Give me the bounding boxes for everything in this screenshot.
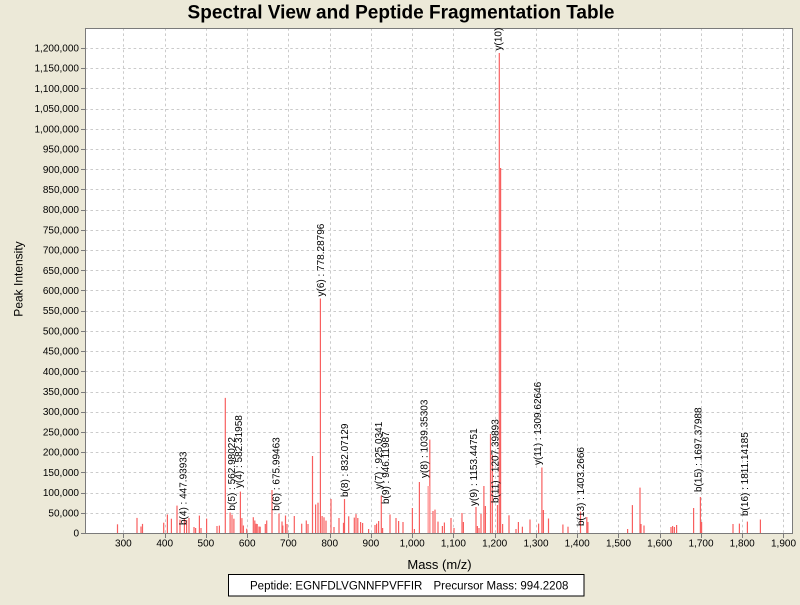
svg-text:450,000: 450,000 xyxy=(43,347,80,358)
svg-text:400,000: 400,000 xyxy=(43,367,80,378)
svg-text:600: 600 xyxy=(239,539,256,550)
svg-text:200,000: 200,000 xyxy=(43,448,80,459)
svg-text:1,300: 1,300 xyxy=(523,539,548,550)
svg-text:Peak Intensity: Peak Intensity xyxy=(12,241,26,316)
svg-text:750,000: 750,000 xyxy=(43,225,80,236)
svg-text:150,000: 150,000 xyxy=(43,468,80,479)
svg-text:1,800: 1,800 xyxy=(730,539,755,550)
svg-text:850,000: 850,000 xyxy=(43,185,80,196)
svg-text:900: 900 xyxy=(363,539,380,550)
svg-text:b(11) : 1207.39893: b(11) : 1207.39893 xyxy=(491,419,502,503)
svg-text:y(6) : 778.28796: y(6) : 778.28796 xyxy=(316,223,327,296)
svg-text:700: 700 xyxy=(280,539,297,550)
svg-text:b(5) : 562.98022: b(5) : 562.98022 xyxy=(227,437,238,511)
svg-text:Mass (m/z): Mass (m/z) xyxy=(407,557,471,572)
svg-text:b(8) : 832.07129: b(8) : 832.07129 xyxy=(340,423,351,497)
svg-text:900,000: 900,000 xyxy=(43,165,80,176)
svg-text:1,200: 1,200 xyxy=(482,539,507,550)
svg-text:800: 800 xyxy=(321,539,338,550)
svg-text:1,000,000: 1,000,000 xyxy=(35,124,80,135)
svg-text:y(7) : 925.0341: y(7) : 925.0341 xyxy=(374,421,385,489)
svg-text:1,050,000: 1,050,000 xyxy=(35,104,80,115)
svg-text:Spectral View and Peptide Frag: Spectral View and Peptide Fragmentation … xyxy=(188,3,615,24)
svg-text:y(4) : 582.31958: y(4) : 582.31958 xyxy=(234,415,245,488)
svg-text:1,200,000: 1,200,000 xyxy=(35,44,80,55)
svg-text:Peptide: EGNFDLVGNNFPVFFIR: Peptide: EGNFDLVGNNFPVFFIR xyxy=(250,580,422,592)
svg-text:300,000: 300,000 xyxy=(43,407,80,418)
svg-text:250,000: 250,000 xyxy=(43,428,80,439)
svg-text:1,000: 1,000 xyxy=(400,539,425,550)
svg-text:y(10): y(10) xyxy=(494,28,505,51)
svg-text:950,000: 950,000 xyxy=(43,145,80,156)
svg-text:b(6) : 675.99463: b(6) : 675.99463 xyxy=(272,437,283,511)
svg-text:500,000: 500,000 xyxy=(43,326,80,337)
svg-text:1,150,000: 1,150,000 xyxy=(35,64,80,75)
svg-text:350,000: 350,000 xyxy=(43,387,80,398)
svg-text:700,000: 700,000 xyxy=(43,246,80,257)
svg-text:b(4) : 447.93933: b(4) : 447.93933 xyxy=(179,451,190,525)
svg-text:b(13) : 1403.2666: b(13) : 1403.2666 xyxy=(576,447,587,526)
svg-text:50,000: 50,000 xyxy=(48,508,79,519)
svg-text:650,000: 650,000 xyxy=(43,266,80,277)
svg-text:1,100,000: 1,100,000 xyxy=(35,84,80,95)
svg-text:y(11) : 1309.62646: y(11) : 1309.62646 xyxy=(533,381,544,465)
svg-text:400: 400 xyxy=(156,539,173,550)
svg-text:300: 300 xyxy=(115,539,132,550)
svg-text:b(9) : 946.11987: b(9) : 946.11987 xyxy=(381,431,392,504)
svg-text:1,900: 1,900 xyxy=(771,539,796,550)
svg-text:550,000: 550,000 xyxy=(43,306,80,317)
svg-text:b(15) : 1697.37988: b(15) : 1697.37988 xyxy=(693,407,704,492)
svg-text:b(16) : 1811.14185: b(16) : 1811.14185 xyxy=(740,432,751,516)
svg-text:1,600: 1,600 xyxy=(647,539,672,550)
svg-text:1,100: 1,100 xyxy=(441,539,466,550)
svg-text:500: 500 xyxy=(198,539,215,550)
svg-text:0: 0 xyxy=(73,529,79,540)
svg-text:1,700: 1,700 xyxy=(688,539,713,550)
svg-text:800,000: 800,000 xyxy=(43,205,80,216)
svg-text:1,500: 1,500 xyxy=(606,539,631,550)
svg-text:100,000: 100,000 xyxy=(43,488,80,499)
svg-text:1,400: 1,400 xyxy=(565,539,590,550)
svg-text:Precursor Mass: 994.2208: Precursor Mass: 994.2208 xyxy=(434,580,569,592)
svg-text:600,000: 600,000 xyxy=(43,286,80,297)
svg-text:y(8) : 1039.35303: y(8) : 1039.35303 xyxy=(420,399,431,478)
svg-text:y(9) : 1153.44751: y(9) : 1153.44751 xyxy=(469,428,480,506)
